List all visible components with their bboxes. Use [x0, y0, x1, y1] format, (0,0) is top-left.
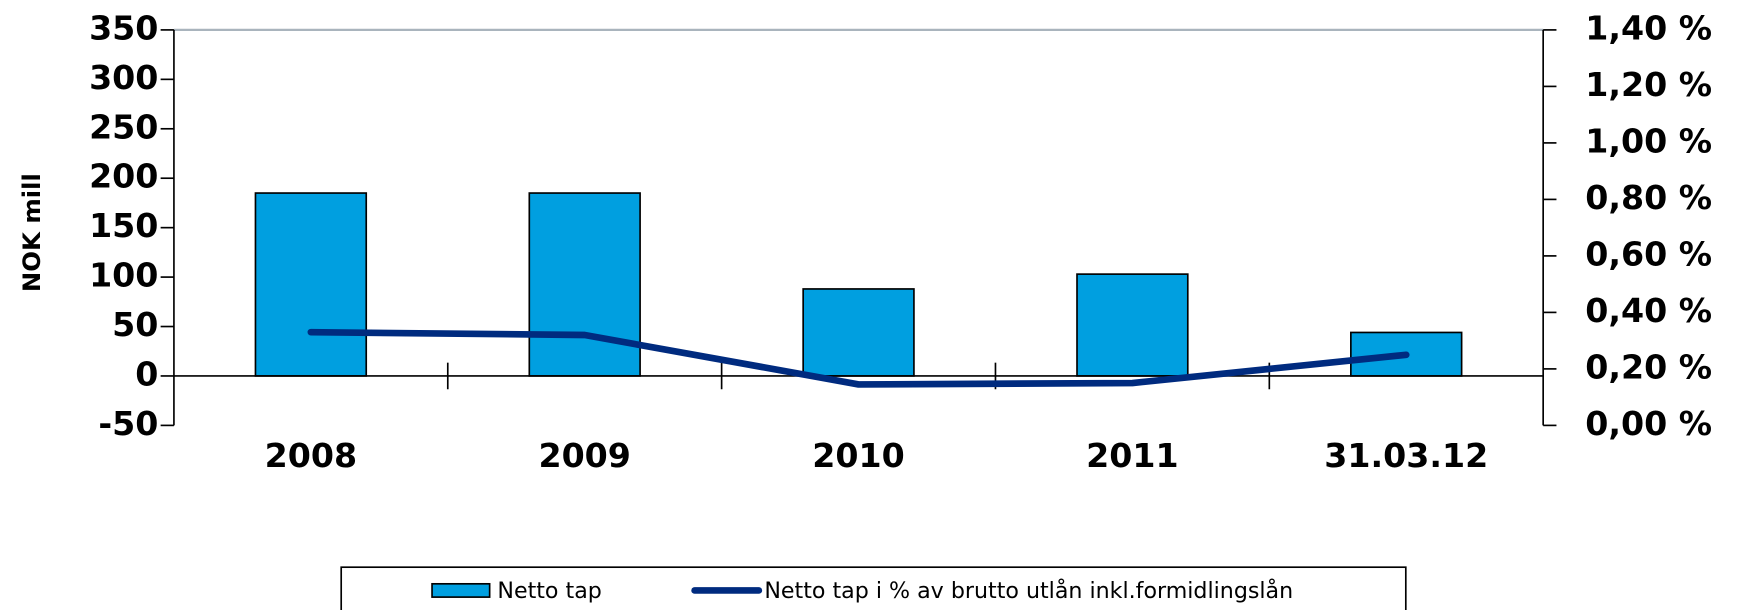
y2-tick-label: 0,60 % [1585, 234, 1712, 273]
y-tick-label: 250 [89, 107, 158, 146]
bar [1076, 273, 1189, 377]
x-tick-label: 2010 [812, 436, 904, 475]
bar [528, 192, 641, 377]
y2-tick-label: 1,20 % [1585, 65, 1712, 104]
y-tick-label: 100 [89, 256, 158, 295]
bar [802, 288, 915, 377]
bar [254, 192, 368, 377]
y2-tick-label: 0,00 % [1585, 404, 1712, 443]
y-tick-label: 200 [89, 157, 158, 196]
y2-tick-label: 0,80 % [1585, 178, 1712, 217]
y2-tick-label: 1,00 % [1585, 121, 1712, 160]
y2-tick-label: 0,20 % [1585, 347, 1712, 386]
x-tick-label: 2008 [265, 436, 357, 475]
x-tick-label: 2011 [1086, 436, 1178, 475]
legend [340, 566, 1407, 610]
legend-label: Netto tap i % av brutto utlån inkl.formi… [764, 576, 1293, 604]
y-axis-label: NOK mill [17, 173, 46, 292]
y-tick-label: -50 [98, 404, 158, 443]
y-tick-label: 0 [135, 354, 158, 393]
y-tick-label: 350 [89, 8, 158, 47]
legend-label: Netto tap [497, 578, 601, 604]
line [307, 328, 1410, 388]
x-tick-label: 2009 [538, 436, 630, 475]
legend-swatch [431, 582, 491, 598]
y-tick-label: 150 [89, 206, 158, 245]
y2-tick-label: 0,40 % [1585, 291, 1712, 330]
y2-tick-label: 1,40 % [1585, 8, 1712, 47]
x-tick-label: 31.03.12 [1324, 436, 1488, 475]
y-tick-label: 300 [89, 58, 158, 97]
y-tick-label: 50 [112, 305, 158, 344]
